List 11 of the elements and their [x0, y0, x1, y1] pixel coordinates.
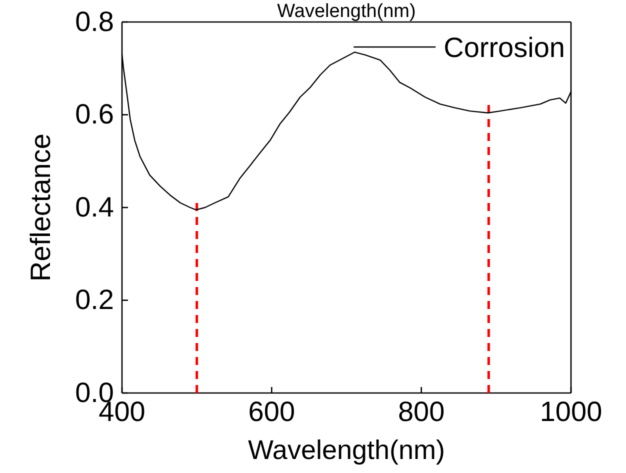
x-axis-title: Wavelength(nm): [248, 435, 446, 465]
legend-label: Corrosion: [444, 32, 565, 63]
y-tick-label: 0.6: [75, 98, 114, 130]
x-tick-label: 600: [248, 396, 296, 427]
x-tick-label: 1000: [540, 396, 602, 427]
y-tick-label: 0.4: [75, 191, 114, 222]
y-tick-label: 0.8: [75, 6, 114, 37]
y-tick-label: 0.2: [75, 284, 114, 316]
x-tick-label: 800: [398, 396, 445, 427]
annotation: Wavelength(nm): [277, 1, 416, 22]
y-axis-title: Reflectance: [25, 134, 56, 282]
